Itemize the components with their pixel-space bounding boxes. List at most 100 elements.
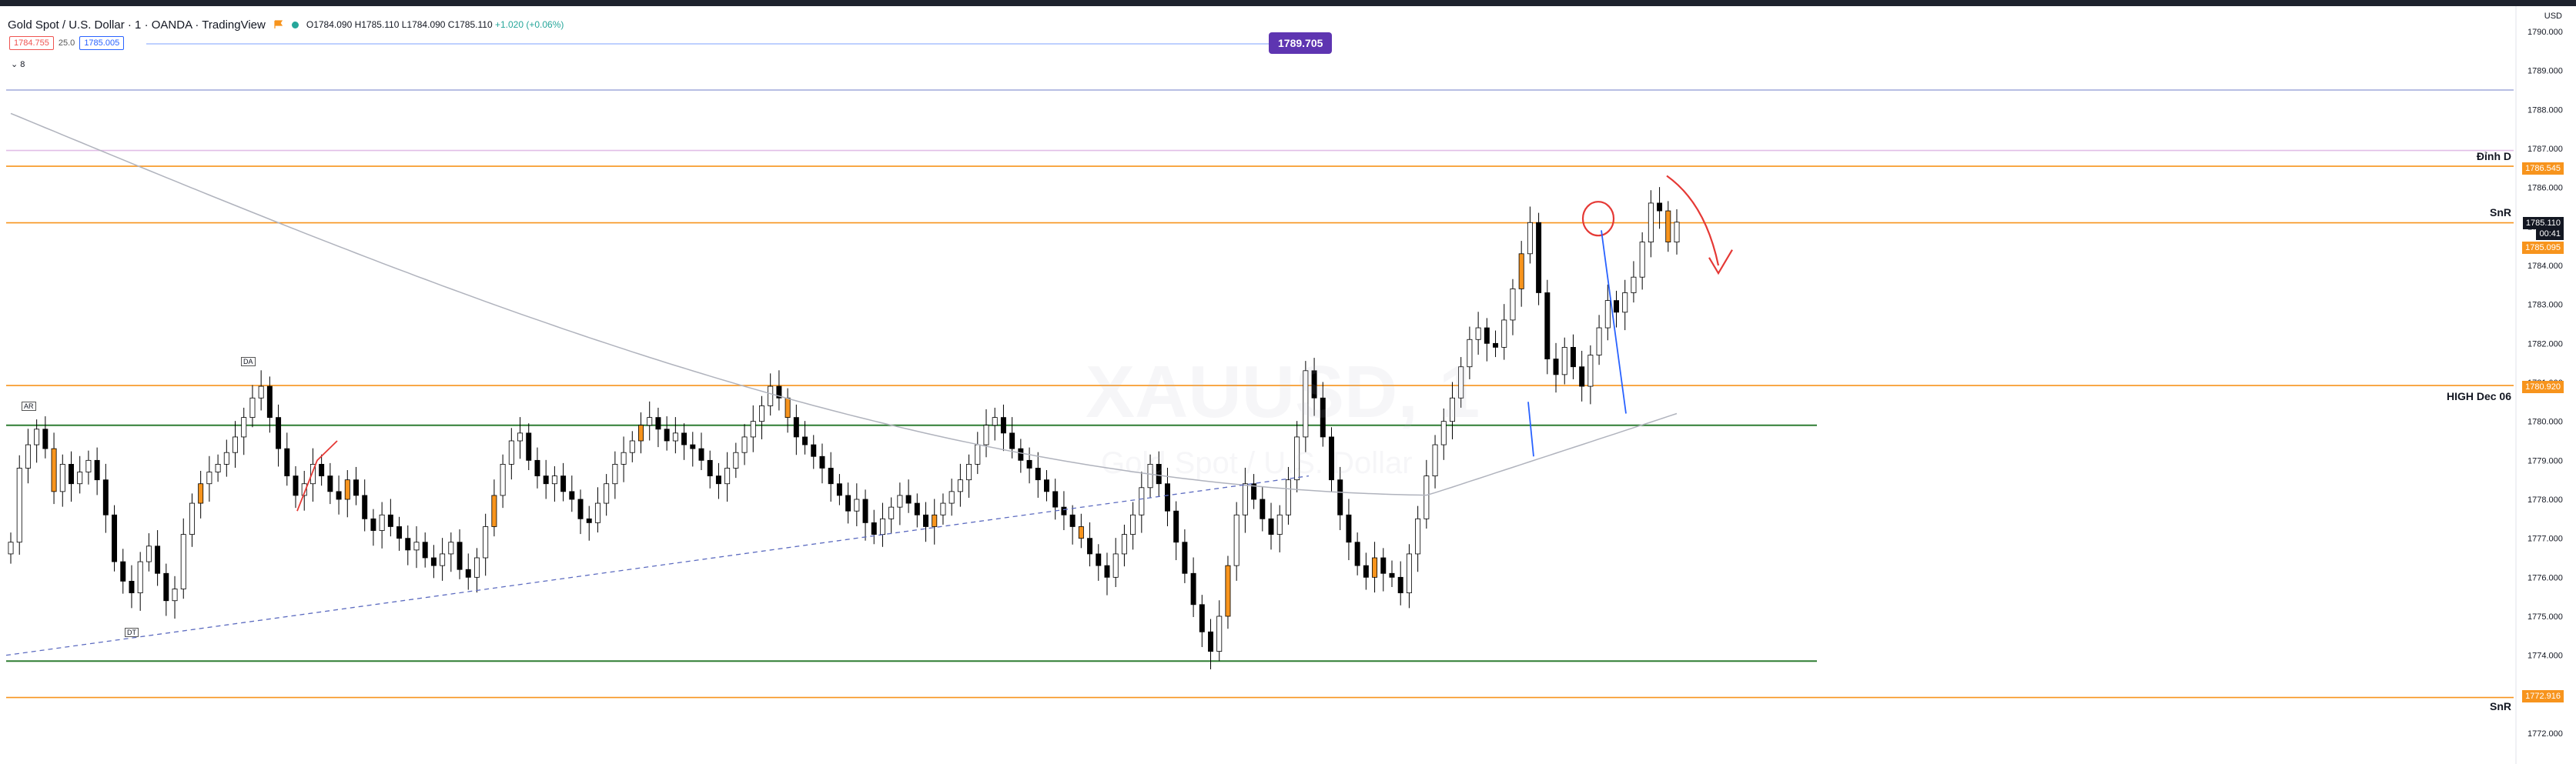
y-tick-label: 1782.000 (2527, 339, 2563, 349)
candle (440, 553, 446, 566)
candle (1190, 572, 1196, 606)
symbol-title[interactable]: Gold Spot / U.S. Dollar · 1 · OANDA · Tr… (8, 18, 266, 32)
y-tick-label: 1789.000 (2527, 67, 2563, 76)
marker-label-a: AR (22, 402, 36, 411)
candle (1449, 397, 1455, 422)
watermark-name: Gold Spot / U.S. Dollar (1101, 446, 1413, 480)
label-snr-bottom[interactable]: SnR (2490, 700, 2511, 712)
candle (1285, 479, 1291, 515)
trendline-dashed (5, 475, 1310, 656)
tag-high-dec06: 1780.920 (2522, 381, 2564, 393)
drawn-line-red (296, 440, 338, 512)
reversal-arrow (1666, 175, 1720, 266)
price-chart[interactable]: 1790.000 1789.000 1788.000 1787.000 1786.000… (0, 6, 2576, 764)
buy-button[interactable]: 1785.005 (79, 36, 125, 50)
reversal-arrow-head (1708, 249, 1733, 275)
candle (1363, 565, 1369, 578)
candle (1233, 514, 1239, 566)
candle (776, 385, 782, 399)
candle (249, 397, 256, 418)
candle (180, 534, 186, 589)
candle (77, 472, 83, 485)
y-tick-label: 1775.000 (2527, 612, 2563, 622)
candle (914, 502, 920, 515)
candle (802, 436, 808, 445)
indicators-toggle[interactable]: ⌄ 8 (11, 59, 25, 69)
candle (690, 444, 696, 449)
flag-icon[interactable] (273, 19, 284, 30)
tag-dinh-d: 1786.545 (2522, 162, 2564, 175)
candle (1380, 557, 1387, 574)
candle (1311, 370, 1317, 399)
candle (957, 479, 963, 492)
candle (577, 499, 584, 519)
candle (1674, 222, 1680, 243)
candle (1432, 444, 1438, 476)
candle (1553, 359, 1559, 375)
candle (845, 495, 851, 512)
label-dinh-d[interactable]: Đỉnh D (2476, 150, 2511, 162)
candle (1596, 327, 1602, 355)
candle (1536, 222, 1542, 293)
candle (750, 421, 756, 438)
candle (59, 464, 65, 492)
candle (85, 459, 92, 472)
candle (396, 526, 403, 539)
candle (1096, 553, 1102, 566)
candle (163, 572, 169, 602)
y-tick-label: 1787.000 (2527, 145, 2563, 154)
candle (1026, 459, 1032, 469)
candle (1112, 553, 1119, 578)
candle (336, 491, 342, 500)
candle (1320, 397, 1326, 438)
trade-panel: 1784.755 25.0 1785.005 (9, 36, 125, 50)
candle (233, 436, 239, 453)
candle (1121, 534, 1127, 555)
candle (1458, 366, 1464, 399)
candle (672, 432, 678, 442)
sell-button[interactable]: 1784.755 (9, 36, 54, 50)
candle (1423, 475, 1430, 519)
candle (621, 452, 627, 465)
chevron-down-icon: ⌄ (11, 60, 21, 69)
candle (1294, 436, 1300, 481)
candle (905, 495, 912, 504)
candle (758, 405, 764, 422)
label-high-dec06[interactable]: HIGH Dec 06 (2446, 390, 2511, 402)
candle (215, 464, 221, 472)
y-tick-label: 1772.000 (2527, 729, 2563, 739)
candle (1570, 346, 1576, 368)
candle (534, 459, 540, 476)
candle (1199, 604, 1205, 632)
candle (1164, 483, 1170, 512)
candle (309, 464, 316, 485)
candle (1579, 366, 1585, 387)
label-snr-top[interactable]: SnR (2490, 206, 2511, 219)
candle (1216, 616, 1223, 652)
candle (1044, 479, 1049, 492)
tag-countdown: 00:41 (2536, 228, 2564, 240)
y-tick-label: 1783.000 (2527, 301, 2563, 310)
change-text: +1.020 (+0.06%) (494, 19, 564, 30)
candle (879, 518, 885, 535)
candle (733, 452, 739, 469)
candle (42, 429, 49, 449)
candle (483, 526, 489, 559)
candle (1260, 499, 1266, 519)
candle (25, 444, 31, 469)
candle (1665, 210, 1671, 243)
tag-last-price: 1785.110 (2522, 217, 2564, 229)
candle (1561, 346, 1567, 375)
indicators-count: 8 (20, 60, 25, 69)
candle (293, 475, 299, 496)
candle (1035, 468, 1041, 481)
candle (1061, 506, 1067, 515)
candle (16, 468, 22, 543)
tag-snr-bottom: 1772.916 (2522, 690, 2564, 702)
candle (508, 440, 514, 465)
candle (69, 464, 74, 485)
candle (1000, 417, 1006, 434)
candle (430, 557, 437, 566)
candle (1372, 557, 1378, 578)
axis-currency[interactable]: USD (2544, 12, 2562, 21)
